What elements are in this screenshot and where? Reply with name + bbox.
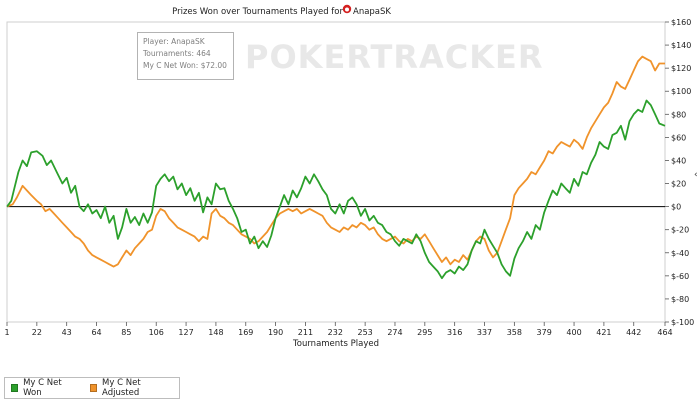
y-tick-label: $40 — [671, 156, 686, 165]
y-tick-label: $20 — [671, 180, 686, 189]
hover-tooltip: Player: AnapaSK Tournaments: 464 My C Ne… — [137, 32, 234, 80]
chart-title-player: AnapaSK — [353, 7, 391, 17]
legend-swatch-net-won — [11, 384, 19, 392]
x-tick-label: 190 — [268, 328, 283, 337]
x-tick-label: 253 — [357, 328, 372, 337]
y-tick-label: $160 — [671, 18, 691, 27]
x-tick-label: 442 — [626, 328, 641, 337]
legend-entry-net-won[interactable]: My C Net Won — [11, 378, 74, 398]
chart-title: Prizes Won over Tournaments Played for — [172, 7, 343, 17]
tooltip-net-won: My C Net Won: $72.00 — [143, 61, 227, 70]
y-tick-label: $80 — [671, 110, 686, 119]
legend-swatch-net-adjusted — [89, 384, 98, 392]
y-tick-label: $0 — [671, 203, 681, 212]
legend-label-net-won: My C Net Won — [23, 378, 62, 398]
x-tick-label: 232 — [328, 328, 343, 337]
y-axis: $160 $140 $120 $100 $80 $60 $40 $20 $0 $-20 $-40 $-… — [665, 18, 694, 327]
pokerstars-spade-icon — [342, 4, 352, 14]
y-tick-label: $-100 — [671, 318, 694, 327]
x-tick-label: 358 — [507, 328, 522, 337]
x-tick-label: 211 — [298, 328, 313, 337]
plot-area — [6, 21, 666, 323]
y-tick-label: $100 — [671, 87, 691, 96]
watermark: POKERTRACKER — [245, 38, 544, 76]
x-tick-label: 64 — [91, 328, 101, 337]
x-tick-label: 1 — [4, 328, 9, 337]
y-tick-label: $-60 — [671, 272, 689, 281]
legend-label-net-adjusted: My C Net Adjusted — [102, 378, 141, 398]
series-group — [6, 55, 666, 280]
x-axis: 1 22 43 64 85 106 127 148 169 190 211 232 253 274 295 3… — [4, 322, 673, 337]
x-axis-label: Tournaments Played — [292, 339, 379, 349]
legend: My C Net Won My C Net Adjusted — [4, 377, 180, 399]
x-tick-label: 127 — [178, 328, 193, 337]
x-tick-label: 316 — [447, 328, 462, 337]
x-tick-label: 22 — [32, 328, 42, 337]
legend-entry-net-adjusted[interactable]: My C Net Adjusted — [89, 378, 169, 398]
series-line-net-won — [6, 99, 666, 280]
x-tick-label: 274 — [387, 328, 402, 337]
x-tick-label: 400 — [566, 328, 581, 337]
x-tick-label: 337 — [477, 328, 492, 337]
tooltip-tournaments: Tournaments: 464 — [143, 49, 211, 58]
x-tick-label: 148 — [208, 328, 223, 337]
x-tick-label: 106 — [149, 328, 164, 337]
chevron-left-icon: ‹ — [694, 170, 698, 180]
y-tick-label: $-40 — [671, 249, 689, 258]
y-tick-label: $120 — [671, 64, 691, 73]
x-tick-label: 43 — [62, 328, 72, 337]
series-line-net-adjusted — [6, 55, 665, 268]
x-tick-label: 169 — [238, 328, 253, 337]
tooltip-player: Player: AnapaSK — [143, 37, 205, 46]
x-tick-label: 85 — [121, 328, 131, 337]
y-tick-label: $-80 — [671, 295, 689, 304]
x-tick-label: 379 — [537, 328, 552, 337]
y-tick-label: $-20 — [671, 226, 689, 235]
y-tick-label: $60 — [671, 133, 686, 142]
x-tick-label: 421 — [596, 328, 611, 337]
x-tick-label: 464 — [657, 328, 672, 337]
x-tick-label: 295 — [417, 328, 432, 337]
y-tick-label: $140 — [671, 41, 691, 50]
